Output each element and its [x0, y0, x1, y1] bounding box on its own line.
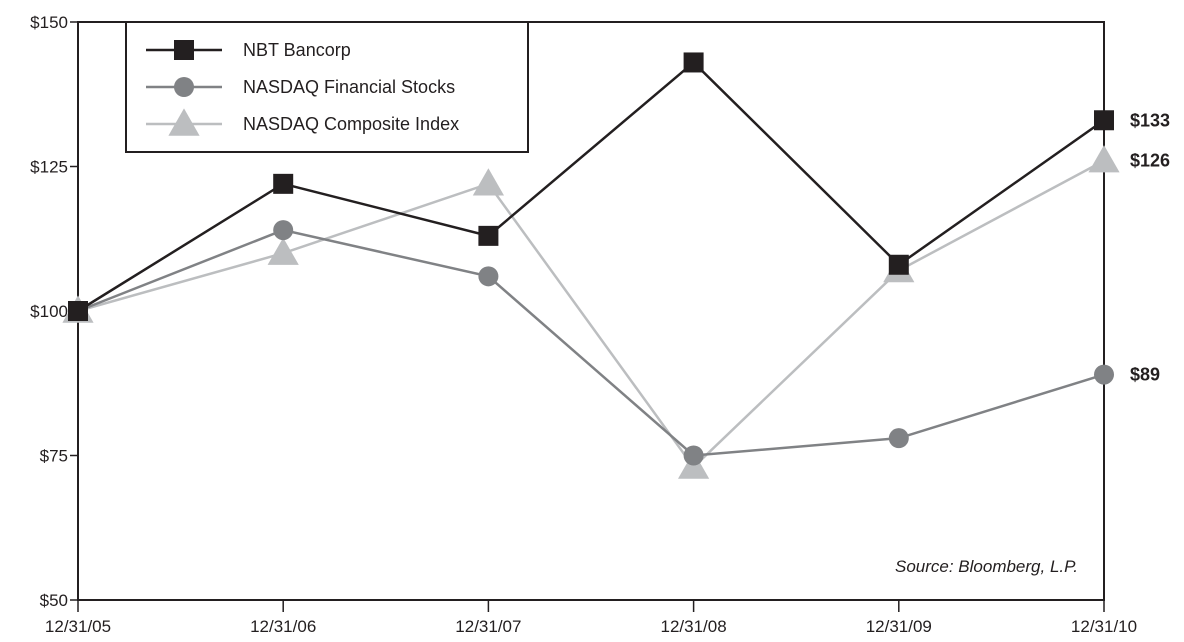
y-tick-label: $100: [30, 302, 68, 321]
legend-marker: [174, 77, 194, 97]
series-circle: [68, 220, 1114, 466]
end-labels: $133 $89 $126: [1130, 110, 1170, 384]
data-point: [478, 225, 499, 246]
legend-item: NBT Bancorp: [146, 40, 351, 60]
series-line: [77, 228, 1105, 457]
series-line: [77, 159, 1105, 469]
data-point: [267, 237, 299, 265]
legend-item: NASDAQ Financial Stocks: [146, 77, 455, 97]
y-tick-label: $150: [30, 13, 68, 32]
x-tick-label: 12/31/07: [455, 617, 521, 636]
legend-label: NASDAQ Composite Index: [243, 114, 459, 134]
y-tick-label: $50: [40, 591, 68, 610]
data-point: [472, 168, 504, 196]
x-tick-label: 12/31/06: [250, 617, 316, 636]
series-line: [77, 60, 1105, 313]
data-point: [888, 254, 909, 275]
end-value-label: $133: [1130, 110, 1170, 130]
legend-marker: [168, 108, 200, 136]
data-point: [1088, 145, 1120, 173]
data-point: [273, 173, 294, 194]
legend-item: NASDAQ Composite Index: [146, 108, 459, 136]
series-square: [68, 52, 1114, 321]
data-point: [273, 220, 294, 241]
x-axis: 12/31/05 12/31/06 12/31/07 12/31/08 12/31/09…: [45, 600, 1137, 636]
y-tick-label: $75: [40, 447, 68, 466]
data-point: [68, 301, 88, 321]
data-point: [683, 52, 704, 73]
legend-label: NASDAQ Financial Stocks: [243, 77, 455, 97]
data-point: [1094, 110, 1114, 131]
end-value-label: $89: [1130, 365, 1160, 385]
x-tick-label: 12/31/10: [1071, 617, 1137, 636]
data-point: [683, 445, 704, 466]
data-point: [478, 266, 499, 287]
x-tick-label: 12/31/05: [45, 617, 111, 636]
end-value-label: $126: [1130, 151, 1170, 171]
data-point: [1094, 364, 1114, 385]
legend-label: NBT Bancorp: [243, 40, 351, 60]
x-tick-label: 12/31/08: [661, 617, 727, 636]
data-point: [888, 428, 909, 449]
legend-items: NBT Bancorp NASDAQ Financial Stocks NASDAQ…: [146, 40, 459, 136]
y-tick-label: $125: [30, 158, 68, 177]
source-annotation: Source: Bloomberg, L.P.: [895, 557, 1078, 576]
y-axis: $50 $75 $100 $125 $150: [30, 13, 78, 610]
series-layer: [62, 52, 1120, 479]
legend: NBT Bancorp NASDAQ Financial Stocks NASDAQ…: [125, 21, 529, 153]
legend-marker: [174, 40, 194, 60]
x-tick-label: 12/31/09: [866, 617, 932, 636]
